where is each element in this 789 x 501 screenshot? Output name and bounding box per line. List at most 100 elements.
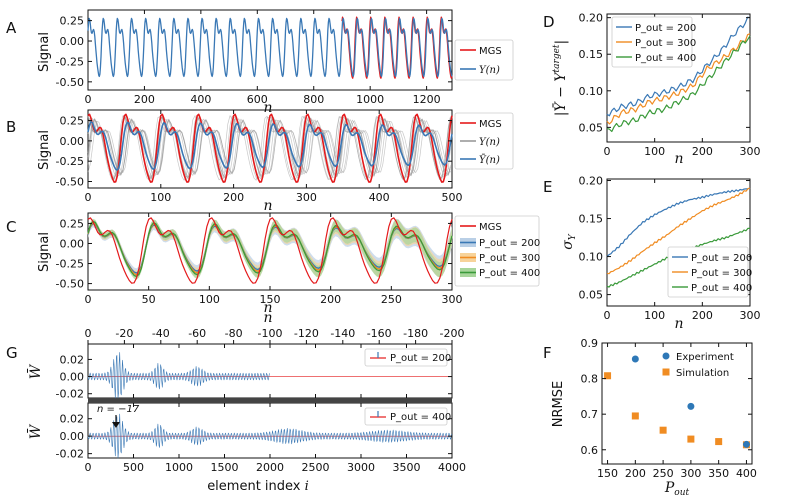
top-x-tick-label: -80	[225, 327, 243, 340]
panel-letter-d: D	[543, 13, 555, 31]
legend-f-experiment-marker	[662, 352, 670, 360]
panel-letter-b: B	[6, 118, 16, 136]
y-tick-label: -0.50	[56, 76, 84, 89]
panel-d: 0 100 200 300 0.05 0.10 0.15 0.20 n |Ȳ − Ytarge…	[551, 12, 761, 167]
panel-c-lines	[87, 217, 453, 284]
top-x-tick-label: -100	[258, 327, 283, 340]
panel-g-top-legend-box	[364, 348, 448, 367]
panel-g-separator	[88, 398, 452, 403]
series-line-1	[606, 187, 751, 275]
panel-d-legend: P_out = 200 P_out = 300 P_out = 400	[611, 16, 696, 68]
top-x-tick-label: -180	[403, 327, 428, 340]
panel-a-axes: 0 200 400 600 800 1000 1200 0.25 0.00 -0.25 -0.50	[56, 10, 452, 106]
panel-b-legend: MGS Y(n) Ȳ(n)	[454, 112, 514, 170]
legend-mgs-label: MGS	[479, 46, 502, 57]
panel-a: 0 200 400 600 800 1000 12000.250.00-0.25-0.50 …	[37, 9, 514, 116]
legend-f-simulation-marker	[662, 368, 670, 376]
x-tick-label: 500	[123, 461, 144, 474]
panel-a-lines	[87, 16, 453, 79]
legend-e-400-label: P_out = 400	[691, 283, 752, 294]
experiment-point	[742, 440, 750, 448]
y-tick-label: -0.02	[56, 448, 84, 461]
x-tick-label: 300	[740, 145, 761, 158]
panel-e-legend: P_out = 200 P_out = 300 P_out = 400	[667, 246, 752, 298]
legend-g-top-label: P_out = 200	[390, 353, 451, 364]
series-line-0	[606, 187, 751, 258]
legend-c-400-label: P_out = 400	[479, 268, 540, 279]
panel-f-legend: Experiment Simulation	[662, 352, 734, 379]
x-tick-label: 100	[644, 145, 665, 158]
panel-g-bottom-legend-box	[364, 407, 448, 426]
y-tick-label: 0.10	[579, 85, 604, 98]
x-tick-label: 2500	[302, 461, 330, 474]
panel-a-frame	[87, 9, 453, 91]
legend-c-mgs-label: MGS	[479, 222, 502, 233]
x-tick-label: 300	[680, 467, 701, 480]
panel-f: 150 200 250 300 350 400 0.6 0.7 0.8 0.9 NRMSE Pou…	[551, 337, 757, 498]
series-p400-line	[87, 220, 453, 278]
panel-b-ylabel: Signal	[37, 130, 52, 170]
panel-c-xlabel: n	[263, 300, 272, 316]
panel-f-axes: 150 200 250 300 350 400 0.6 0.7 0.8 0.9	[581, 337, 757, 480]
x-tick-label: 200	[134, 93, 155, 106]
legend-c-200-label: P_out = 200	[479, 238, 540, 249]
panel-b: 0 100 200 300 400 500 0.25 0.00 -0.25 -0.50 Signa…	[37, 109, 514, 214]
y-tick-label: 0.8	[581, 373, 599, 386]
panel-g-xlabel: element index i	[207, 479, 309, 494]
x-tick-label: 2000	[256, 461, 284, 474]
legend-d-300-label: P_out = 300	[635, 38, 696, 49]
panel-e: 0 100 200 300 0.05 0.10 0.15 0.20 n σY P_out = …	[560, 175, 761, 332]
top-x-tick-label: -140	[330, 327, 355, 340]
panel-g-xlabel-text: element index	[207, 479, 304, 494]
x-tick-label: 300	[296, 191, 317, 204]
y-tick-label: 0.10	[579, 251, 604, 264]
panel-b-legend-box	[454, 112, 514, 170]
x-tick-label: 0	[85, 191, 92, 204]
x-tick-label: 200	[692, 145, 713, 158]
x-tick-label: 100	[644, 309, 665, 322]
y-tick-label: -0.02	[56, 388, 84, 401]
panel-a-legend: MGS Y(n)	[454, 39, 514, 81]
panel-b-frame	[87, 109, 453, 189]
series-line-1	[606, 33, 751, 125]
y-tick-label: 0.6	[581, 444, 599, 457]
x-tick-label: 350	[708, 467, 729, 480]
x-tick-label: 1200	[413, 93, 441, 106]
legend-g-bottom-label: P_out = 400	[390, 412, 451, 423]
top-x-tick-label: -160	[367, 327, 392, 340]
panel-d-xlabel: n	[674, 151, 683, 167]
y-tick-label: 0.25	[60, 115, 85, 128]
top-x-tick-label: -20	[115, 327, 133, 340]
legend-b-ybar-label: Ȳ(n)	[479, 154, 500, 166]
y-tick-label: 0.02	[60, 413, 85, 426]
x-tick-label: 800	[303, 93, 324, 106]
series-ybar-line	[87, 121, 453, 171]
panel-g-axes: 0.020.00-0.020 500 1000 1500 2000 2500 3000 350…	[56, 327, 466, 474]
simulation-point	[687, 435, 695, 443]
x-tick-label: 300	[740, 309, 761, 322]
y-tick-label: 0.15	[579, 48, 604, 61]
x-tick-label: 250	[381, 293, 402, 306]
experiment-point	[631, 355, 639, 363]
y-tick-label: 0.00	[60, 35, 85, 48]
y-tick-label: -0.25	[56, 258, 84, 271]
x-tick-label: 4000	[438, 461, 466, 474]
panel-b-lines	[87, 113, 453, 183]
x-tick-label: 0	[85, 293, 92, 306]
top-x-tick-label: -60	[188, 327, 206, 340]
series-mgs-line	[87, 217, 453, 284]
x-tick-label: 1500	[211, 461, 239, 474]
y-tick-label: 0.20	[579, 12, 604, 25]
x-tick-label: 400	[736, 467, 757, 480]
panel-g-top-ylabel: W̄	[26, 363, 44, 379]
series-line-0	[606, 16, 751, 117]
x-tick-label: 0	[85, 461, 92, 474]
panel-d-legend-box	[611, 16, 693, 68]
panel-d-ylabel-sup: target	[552, 44, 562, 72]
simulation-point	[631, 412, 639, 420]
g-weights-series	[87, 352, 271, 399]
x-tick-label: 150	[260, 293, 281, 306]
series-line-2	[606, 35, 751, 133]
top-x-tick-label: -120	[294, 327, 319, 340]
